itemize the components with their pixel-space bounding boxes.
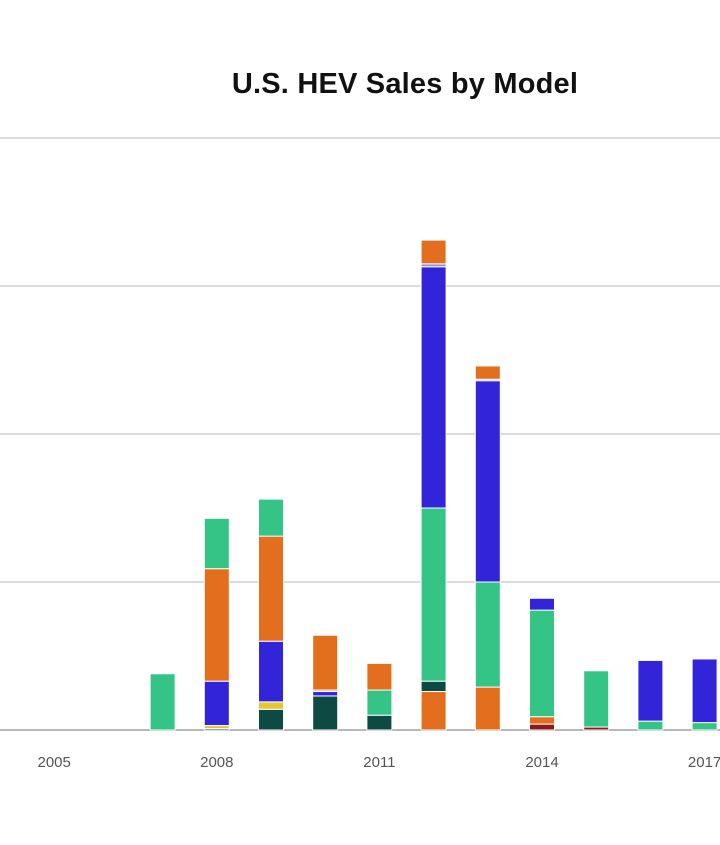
bar-segment[interactable] bbox=[312, 691, 339, 697]
bar-segment[interactable] bbox=[691, 722, 718, 731]
x-axis: 2005 2008 2011 2014 2017 bbox=[38, 754, 720, 771]
bar-segment[interactable] bbox=[420, 680, 447, 693]
bar-segment[interactable] bbox=[203, 517, 230, 570]
bar-segment[interactable] bbox=[529, 716, 555, 725]
bar-segment[interactable] bbox=[420, 266, 447, 509]
bar-segment[interactable] bbox=[529, 723, 555, 731]
bar-segment[interactable] bbox=[366, 689, 393, 716]
x-tick-label: 2008 bbox=[200, 754, 233, 771]
bar-segment[interactable] bbox=[474, 581, 501, 688]
bar-segment[interactable] bbox=[366, 714, 393, 731]
bar-segment[interactable] bbox=[529, 597, 555, 611]
bar-segment[interactable] bbox=[474, 686, 501, 731]
bar-segment[interactable] bbox=[312, 695, 339, 731]
bar-segment[interactable] bbox=[203, 680, 230, 727]
bar-segment[interactable] bbox=[420, 507, 447, 682]
bar-segment[interactable] bbox=[258, 708, 284, 731]
bar-segment[interactable] bbox=[258, 535, 284, 642]
bar-segment[interactable] bbox=[474, 380, 501, 583]
chart-title: U.S. HEV Sales by Model bbox=[231, 68, 579, 100]
bar-segment[interactable] bbox=[258, 498, 284, 537]
bar-segment[interactable] bbox=[258, 640, 284, 703]
bar-segment[interactable] bbox=[420, 239, 447, 265]
bar-segment[interactable] bbox=[149, 673, 176, 731]
bar-segment[interactable] bbox=[420, 691, 447, 731]
bar-segment[interactable] bbox=[474, 365, 501, 380]
x-tick-label: 2005 bbox=[38, 754, 71, 771]
bar-segment[interactable] bbox=[691, 658, 718, 724]
bar-segment[interactable] bbox=[583, 670, 610, 728]
bar-segment[interactable] bbox=[529, 609, 555, 718]
x-tick-label: 2017 bbox=[688, 754, 720, 771]
bar-segment[interactable] bbox=[203, 568, 230, 682]
bars bbox=[149, 239, 718, 731]
bar-segment[interactable] bbox=[258, 701, 284, 710]
bar-segment[interactable] bbox=[366, 662, 393, 691]
bar-segment[interactable] bbox=[637, 720, 664, 731]
bar-segment[interactable] bbox=[312, 634, 339, 691]
x-tick-label: 2011 bbox=[363, 754, 395, 771]
gridlines bbox=[0, 137, 720, 731]
bar-segment[interactable] bbox=[637, 659, 664, 722]
x-tick-label: 2014 bbox=[525, 754, 558, 771]
